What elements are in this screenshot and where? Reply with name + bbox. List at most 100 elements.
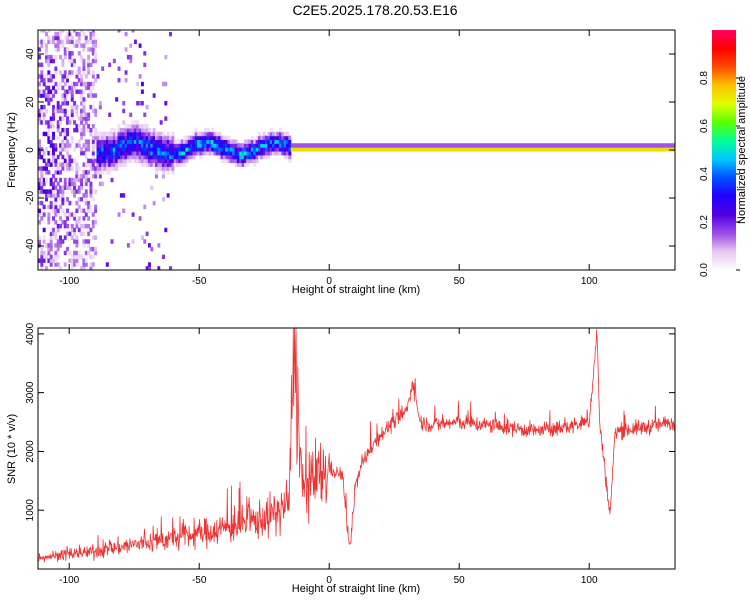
spectrogram-cell <box>87 116 91 121</box>
spectrogram-cell <box>80 30 84 33</box>
spectrogram-cell <box>286 131 289 137</box>
spectrogram-cell <box>594 143 598 148</box>
spectrogram-cell <box>52 258 55 263</box>
spectrogram-cell <box>126 131 130 137</box>
spectrogram-cell <box>653 147 657 152</box>
spectrogram-cell <box>68 231 72 237</box>
spectrogram-cell <box>297 143 301 148</box>
spectrogram-cell <box>96 139 100 144</box>
spectrogram-cell <box>667 147 671 152</box>
spectrogram-cell <box>379 143 383 148</box>
spectrogram-cell <box>42 189 46 194</box>
spectrogram-cell <box>183 158 187 164</box>
spectrogram-cell <box>124 127 128 133</box>
spectrogram-cell <box>541 143 545 148</box>
spectrogram-cell <box>463 147 467 152</box>
spectrogram-cell <box>89 131 93 137</box>
spectrogram-cell <box>241 162 245 167</box>
spectrogram-cell <box>138 127 142 133</box>
spectrogram-cell <box>59 216 62 221</box>
spectrogram-cell <box>241 147 245 152</box>
spectrogram-cell <box>112 127 116 133</box>
spectrogram-cell <box>171 166 175 171</box>
spectrogram-cell <box>75 243 79 248</box>
spectrogram-cell <box>56 208 60 213</box>
spectrogram-cell <box>159 147 163 152</box>
spectrogram-cell <box>42 112 46 117</box>
spectrogram-cell <box>274 139 278 144</box>
spectrogram-cell <box>152 143 156 148</box>
spectrogram-cell <box>274 150 278 156</box>
spectrogram-cell <box>155 162 158 167</box>
spectrogram-cell <box>225 150 229 156</box>
spectrogram-cell <box>653 143 657 148</box>
spectrogram-cell <box>407 147 411 152</box>
spectrogram-cell <box>246 154 250 160</box>
spectrogram-cell <box>80 116 84 121</box>
spectrogram-cell <box>75 31 79 37</box>
spectrogram-cell <box>45 193 48 198</box>
spectrogram-cell <box>260 150 264 156</box>
spectrogram-cell <box>236 162 240 167</box>
spectrogram-cell <box>94 208 98 213</box>
spectrogram-cell <box>45 266 48 270</box>
spectrogram-cell <box>339 147 343 152</box>
spectrogram-cell <box>94 250 98 256</box>
spectrogram-cell <box>625 147 629 152</box>
spectrogram-cell <box>54 81 58 87</box>
spectrogram-cell <box>112 162 116 167</box>
spectrogram-cell <box>276 150 280 156</box>
spectrogram-cell <box>637 147 640 152</box>
spectrogram-cell <box>639 143 643 148</box>
spectrogram-cell <box>47 78 51 83</box>
spectrogram-cell <box>204 143 208 148</box>
spectrogram-cell <box>77 220 81 225</box>
spectrogram-cell <box>66 246 70 252</box>
spectrogram-cell <box>155 143 158 148</box>
spectrogram-cell <box>70 112 74 117</box>
spectrogram-cell <box>520 147 523 152</box>
spectrogram-cell <box>234 139 238 144</box>
spectrogram-cell <box>178 158 182 164</box>
spectrogram-cell <box>38 166 41 171</box>
spectrogram-cell <box>84 212 88 217</box>
spectrogram-cell <box>101 181 105 187</box>
spectrogram-cell <box>129 135 133 141</box>
spectrogram-cell <box>75 223 79 229</box>
spectrogram-cell <box>66 116 70 121</box>
spectrogram-cell <box>63 212 67 217</box>
spectrogram-cell <box>131 147 135 152</box>
spectrogram-cell <box>489 147 493 152</box>
spectrogram-cell <box>173 162 177 167</box>
spectrogram-cell <box>98 104 102 110</box>
spectrogram-cell <box>613 147 617 152</box>
spectrogram-cell <box>133 147 137 152</box>
spectrogram-cell <box>63 250 67 256</box>
colorbar-tick-label: 0.0 <box>699 263 710 277</box>
spectrogram-cell <box>94 235 98 240</box>
spectrogram-cell <box>360 147 364 152</box>
spectrogram-cell <box>201 143 205 148</box>
spectrogram-cell <box>87 112 91 117</box>
spectrogram-cell <box>40 250 44 256</box>
spectrogram-cell <box>162 197 165 202</box>
spectrogram-cell <box>82 231 86 237</box>
spectrogram-cell <box>75 81 79 87</box>
spectrogram-cell <box>61 143 65 148</box>
spectrogram-cell <box>89 39 93 45</box>
spectrogram-cell <box>487 143 491 148</box>
spectrogram-cell <box>84 85 88 91</box>
spectrogram-cell <box>669 147 673 152</box>
spectrogram-cell <box>49 139 53 144</box>
spectrogram-cell <box>133 39 137 45</box>
spectrogram-cell <box>630 143 633 148</box>
spectrogram-cell <box>49 116 53 121</box>
spectrogram-cell <box>133 154 137 160</box>
spectrogram-cell <box>412 143 416 148</box>
spectrogram-cell <box>77 116 81 121</box>
spectrogram-cell <box>68 58 72 64</box>
spectrogram-cell <box>75 162 79 167</box>
spectrogram-cell <box>201 139 205 144</box>
spectrogram-cell <box>47 189 51 194</box>
